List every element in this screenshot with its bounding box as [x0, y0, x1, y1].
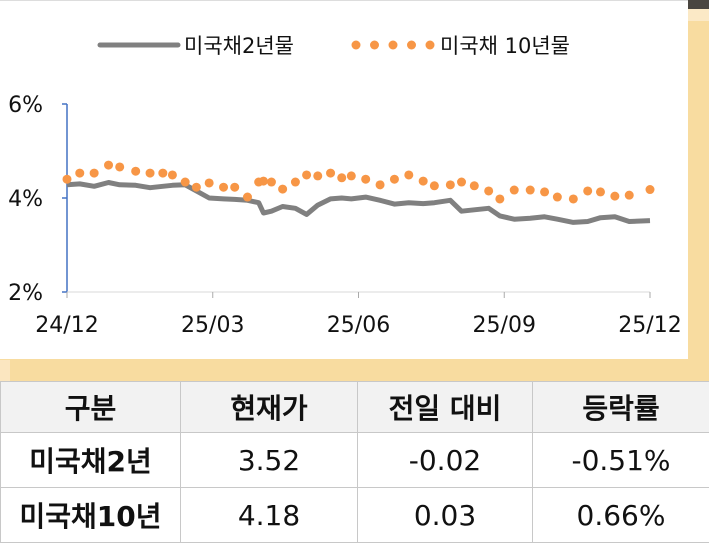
top-light-strip — [688, 9, 709, 21]
change-value: -0.02 — [358, 433, 533, 488]
yield-table: 구분 현재가 전일 대비 등락률 미국채2년 3.52 -0.02 -0.51%… — [0, 381, 709, 543]
legend-dot — [352, 41, 361, 50]
point-10y — [219, 183, 228, 192]
point-10y — [337, 173, 346, 182]
legend-dots-10y — [352, 41, 435, 50]
legend-dot — [370, 41, 379, 50]
y-tick-label: 4% — [8, 187, 43, 212]
point-10y — [326, 169, 335, 178]
row-label: 미국채10년 — [1, 488, 181, 543]
point-10y — [526, 186, 535, 195]
point-10y — [131, 167, 140, 176]
point-10y — [470, 181, 479, 190]
point-10y — [267, 178, 276, 187]
point-10y — [115, 162, 124, 171]
point-10y — [583, 186, 592, 195]
point-10y — [457, 178, 466, 187]
x-tick-label: 25/06 — [327, 313, 390, 338]
x-tick-label: 25/03 — [181, 313, 244, 338]
point-10y — [376, 180, 385, 189]
point-10y — [313, 171, 322, 180]
point-10y — [361, 175, 370, 184]
point-10y — [291, 178, 300, 187]
point-10y — [158, 169, 167, 178]
point-10y — [540, 187, 549, 196]
header-current: 현재가 — [181, 382, 358, 433]
point-10y — [278, 185, 287, 194]
point-10y — [168, 170, 177, 179]
point-10y — [230, 183, 239, 192]
legend-dot — [426, 41, 435, 50]
header-category: 구분 — [1, 382, 181, 433]
point-10y — [596, 187, 605, 196]
point-10y — [569, 194, 578, 203]
x-tick-label: 24/12 — [35, 313, 98, 338]
series-line-2y — [67, 183, 650, 223]
table-row: 미국채10년 4.18 0.03 0.66% — [1, 488, 709, 543]
point-10y — [419, 177, 428, 186]
point-10y — [205, 178, 214, 187]
point-10y — [347, 171, 356, 180]
chart-panel: 미국채2년물 미국채 10년물 2% 4% 6% 24/12 25/03 25/06 25… — [0, 0, 688, 359]
point-10y — [302, 170, 311, 179]
point-10y — [259, 177, 268, 186]
point-10y — [404, 170, 413, 179]
y-tick-label: 2% — [8, 281, 43, 306]
point-10y — [430, 181, 439, 190]
point-10y — [646, 185, 655, 194]
point-10y — [192, 183, 201, 192]
point-10y — [495, 194, 504, 203]
point-10y — [510, 186, 519, 195]
row-label: 미국채2년 — [1, 433, 181, 488]
yield-chart: 미국채2년물 미국채 10년물 2% 4% 6% 24/12 25/03 25/06 25… — [0, 1, 688, 359]
legend: 미국채2년물 미국채 10년물 — [100, 34, 570, 58]
header-change: 전일 대비 — [358, 382, 533, 433]
point-10y — [75, 169, 84, 178]
change-rate: -0.51% — [533, 433, 709, 488]
legend-label-2y: 미국채2년물 — [184, 34, 294, 58]
y-tick-label: 6% — [8, 93, 43, 118]
point-10y — [553, 193, 562, 202]
change-rate: 0.66% — [533, 488, 709, 543]
legend-dot — [389, 41, 398, 50]
header-change-rate: 등락률 — [533, 382, 709, 433]
table-header-row: 구분 현재가 전일 대비 등락률 — [1, 382, 709, 433]
point-10y — [390, 175, 399, 184]
legend-label-10y: 미국채 10년물 — [440, 34, 570, 58]
point-10y — [146, 169, 155, 178]
point-10y — [90, 169, 99, 178]
x-tick-label: 25/12 — [618, 313, 681, 338]
table-row: 미국채2년 3.52 -0.02 -0.51% — [1, 433, 709, 488]
point-10y — [484, 186, 493, 195]
point-10y — [63, 175, 72, 184]
current-value: 4.18 — [181, 488, 358, 543]
point-10y — [610, 192, 619, 201]
point-10y — [181, 178, 190, 187]
point-10y — [104, 161, 113, 170]
change-value: 0.03 — [358, 488, 533, 543]
legend-dot — [407, 41, 416, 50]
x-tick-label: 25/09 — [473, 313, 536, 338]
point-10y — [625, 191, 634, 200]
point-10y — [243, 193, 252, 202]
top-dark-bar — [688, 0, 709, 9]
current-value: 3.52 — [181, 433, 358, 488]
point-10y — [446, 180, 455, 189]
